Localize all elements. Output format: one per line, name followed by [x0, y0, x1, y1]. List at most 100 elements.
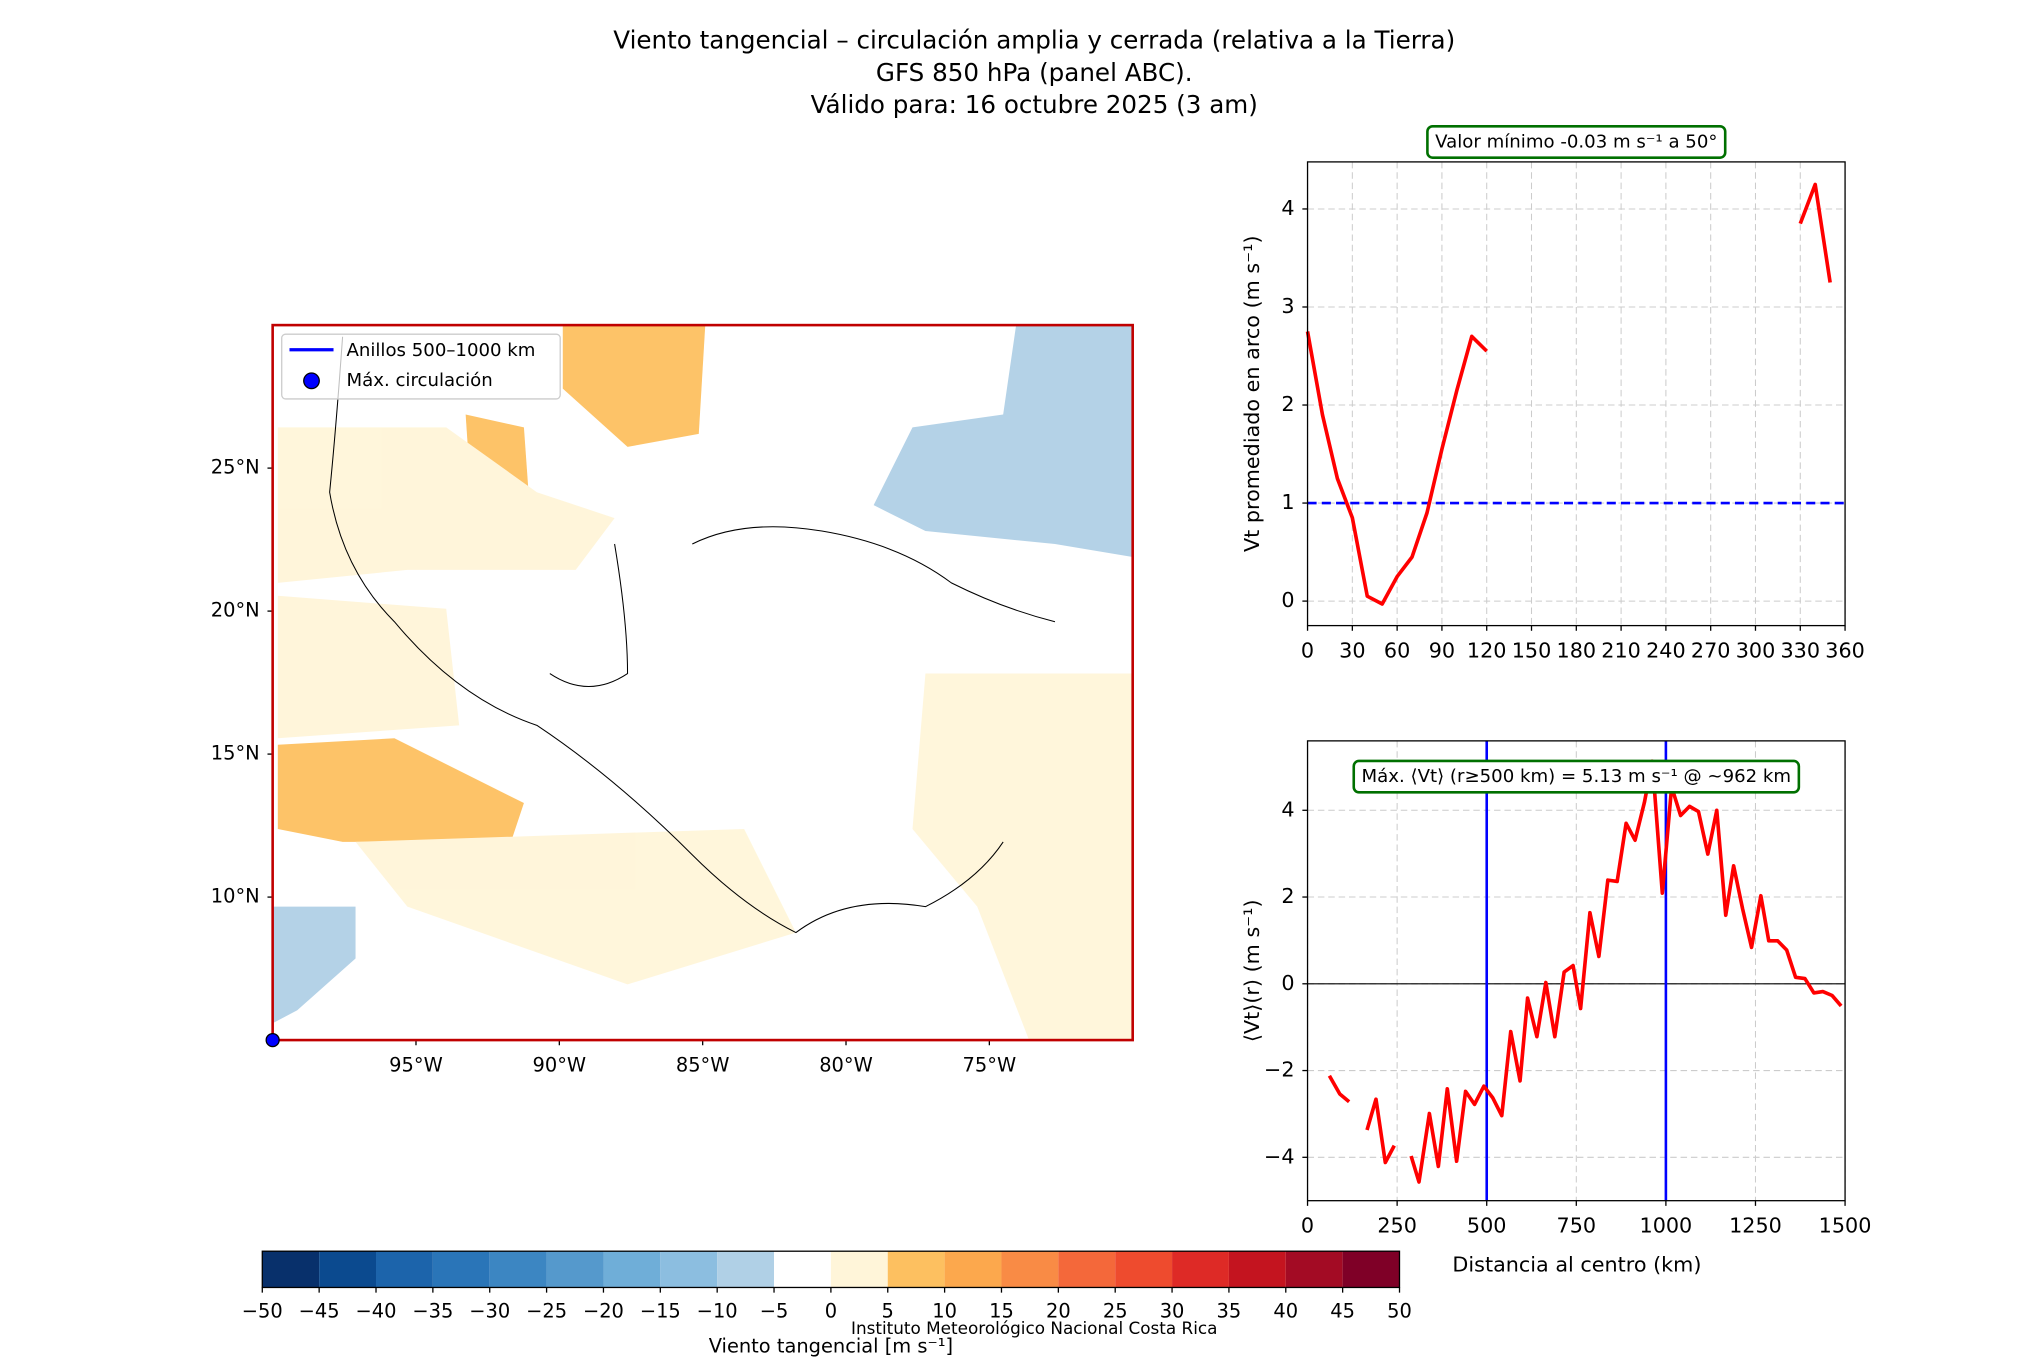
colorbar-bin — [262, 1251, 320, 1288]
x-tick-label: 240 — [1646, 639, 1686, 663]
colorbar-bin — [376, 1251, 433, 1288]
colorbar-tick-label: 10 — [932, 1300, 957, 1323]
y-tick-label: 0 — [1281, 971, 1294, 995]
y-tick-label: 0 — [1281, 588, 1294, 612]
x-tick-label: 1500 — [1819, 1214, 1872, 1238]
plot-frame — [1306, 161, 1846, 627]
shade — [873, 325, 1133, 557]
x-tick-label: 750 — [1557, 1214, 1597, 1238]
data-line — [1327, 759, 1843, 1184]
x-tick-label: 60 — [1384, 639, 1410, 663]
plot-frame — [1306, 740, 1846, 1202]
map-border — [271, 323, 1134, 1042]
x-tick-label: 270 — [1691, 639, 1731, 663]
colorbar-bin — [1228, 1251, 1286, 1288]
colorbar-tick-label: −10 — [697, 1300, 738, 1323]
colorbar-bin — [944, 1251, 1002, 1288]
annotation-box — [1352, 759, 1801, 794]
y-tick-label: 2 — [1281, 884, 1294, 908]
legend-label: Máx. circulación — [346, 370, 492, 391]
colorbar-tick-label: 20 — [1046, 1300, 1071, 1323]
title-line: Viento tangencial – circulación amplia y… — [613, 25, 1455, 54]
shade — [272, 906, 356, 1024]
y-tick-label: 2 — [1281, 392, 1294, 416]
y-tick-label: 20°N — [211, 599, 260, 622]
y-axis-label: ⟨Vt⟩(r) (m s⁻¹) — [1240, 899, 1264, 1042]
annotation: Máx. ⟨Vt⟩ (r≥500 km) = 5.13 m s⁻¹ @ ~962… — [1362, 766, 1792, 787]
colorbar-bin — [1172, 1251, 1229, 1288]
x-tick-label: 80°W — [819, 1053, 873, 1076]
colorbar-tick-label: 40 — [1273, 1300, 1298, 1323]
colorbar-tick-label: 5 — [882, 1300, 894, 1323]
data-line — [1305, 182, 1832, 606]
x-tick-label: 180 — [1557, 639, 1597, 663]
y-tick-label: 3 — [1281, 294, 1294, 318]
colorbar-bin — [1058, 1251, 1116, 1288]
y-tick-label: 1 — [1281, 490, 1294, 514]
x-tick-label: 95°W — [389, 1053, 443, 1076]
colorbar-tick-label: 25 — [1103, 1300, 1128, 1323]
colorbar-tick-label: −15 — [640, 1300, 681, 1323]
colorbar-tick-label: −5 — [760, 1300, 789, 1323]
colorbar-bin — [774, 1251, 831, 1288]
y-tick-label: 4 — [1281, 196, 1294, 220]
colorbar-tick-label: 30 — [1160, 1300, 1185, 1323]
legend-box — [281, 333, 561, 400]
colorbar-tick-label: −20 — [583, 1300, 624, 1323]
colorbar-tick-label: −25 — [526, 1300, 567, 1323]
x-tick-label: 150 — [1512, 639, 1552, 663]
colorbar-bin — [830, 1251, 888, 1288]
colorbar-tick-label: 0 — [825, 1300, 837, 1323]
colorbar-tick-label: 15 — [989, 1300, 1014, 1323]
colorbar-tick-label: 50 — [1387, 1300, 1412, 1323]
colorbar-tick-label: 35 — [1217, 1300, 1242, 1323]
y-tick-label: −4 — [1264, 1144, 1295, 1168]
colorbar-label: Viento tangencial [m s⁻¹] — [709, 1335, 953, 1358]
shade — [355, 828, 796, 985]
colorbar-bin — [887, 1251, 945, 1288]
colorbar-tick-label: −30 — [469, 1300, 510, 1323]
map-panel — [272, 325, 1133, 1041]
x-tick-label: 120 — [1467, 639, 1507, 663]
x-tick-label: 1250 — [1729, 1214, 1782, 1238]
x-tick-label: 75°W — [963, 1053, 1017, 1076]
shade — [277, 427, 615, 583]
colorbar-bin — [546, 1251, 604, 1288]
colorbar-bin — [1285, 1251, 1343, 1288]
colorbar-bin — [432, 1251, 490, 1288]
y-tick-label: 4 — [1281, 797, 1294, 821]
footer: Instituto Meteorológico Nacional Costa R… — [851, 1318, 1217, 1338]
colorbar-tick-label: 45 — [1330, 1300, 1355, 1323]
legend-dot — [303, 372, 320, 390]
y-tick-label: 25°N — [211, 456, 260, 479]
x-tick-label: 85°W — [676, 1053, 730, 1076]
x-tick-label: 90 — [1429, 639, 1455, 663]
x-tick-label: 500 — [1467, 1214, 1507, 1238]
y-axis-label: Vt promediado en arco (m s⁻¹) — [1240, 235, 1264, 552]
legend-label: Anillos 500–1000 km — [346, 340, 535, 361]
colorbar-tick-label: −40 — [356, 1300, 397, 1323]
y-tick-label: 10°N — [211, 885, 260, 908]
y-tick-label: −2 — [1264, 1058, 1295, 1082]
colorbar-bin — [319, 1251, 377, 1288]
annotation-box — [1426, 125, 1727, 159]
colorbar-bin — [1001, 1251, 1059, 1288]
shade — [277, 595, 460, 739]
colorbar-bin — [660, 1251, 718, 1288]
colorbar-bin — [603, 1251, 661, 1288]
colorbar-bin — [489, 1251, 547, 1288]
colorbar-bin — [717, 1251, 775, 1288]
colorbar: −50 −45 −40 −35 −30 −25 −20 −15 −10 −5 0 5 10 15 20 25 3… — [242, 1250, 1412, 1358]
colorbar-bin — [1115, 1251, 1173, 1288]
x-tick-label: 1000 — [1640, 1214, 1693, 1238]
x-tick-label: 360 — [1825, 639, 1865, 663]
title-line: GFS 850 hPa (panel ABC). — [876, 58, 1193, 87]
colorbar-tick-label: −45 — [299, 1300, 340, 1323]
coastline — [329, 336, 1056, 934]
colorbar-bin — [1342, 1251, 1400, 1288]
x-axis-label: Distancia al centro (km) — [1452, 1252, 1701, 1276]
x-tick-label: 0 — [1301, 639, 1314, 663]
x-tick-label: 90°W — [533, 1053, 587, 1076]
